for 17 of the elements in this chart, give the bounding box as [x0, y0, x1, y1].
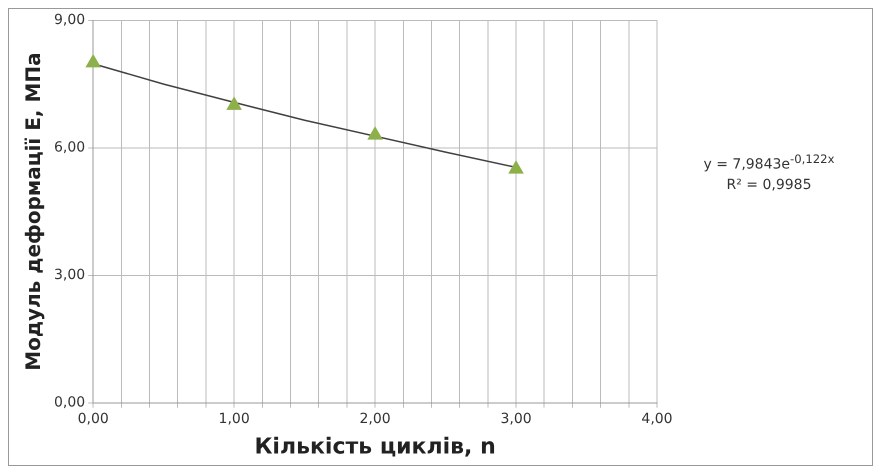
x-tick-label: 0,00 [78, 410, 109, 427]
y-tick-label: 0,00 [54, 394, 86, 410]
y-tick-label: 6,00 [54, 140, 86, 156]
text: y = 7,9843e$^{-0,122x}$ [702, 151, 836, 175]
point [86, 54, 101, 68]
y-axis-title: Модуль деформації Е, МПа [21, 52, 46, 371]
x-tick-label: 1,00 [218, 410, 250, 427]
point [508, 160, 524, 174]
x-tick-label: 3,00 [500, 410, 532, 427]
x-axis-title: Кількість циклів, n [254, 434, 496, 460]
y-tick-label: 9,00 [54, 12, 86, 28]
x-tick-label: 2,00 [360, 410, 391, 427]
point [368, 126, 383, 140]
y-tick-label: 3,00 [54, 266, 86, 283]
text: R² = 0,9985 [726, 176, 812, 195]
point [226, 96, 242, 110]
x-tick-label: 4,00 [641, 410, 673, 427]
